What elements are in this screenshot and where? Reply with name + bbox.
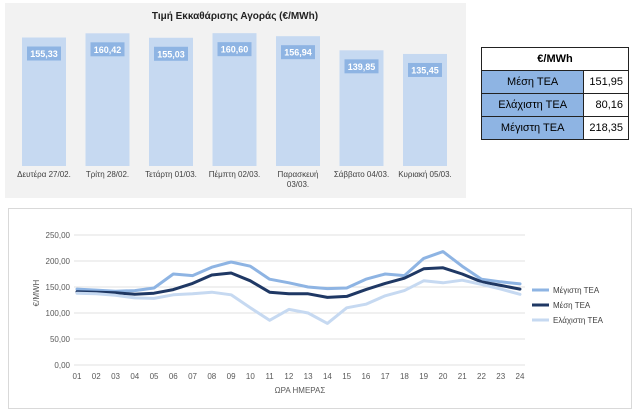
legend-label: Μέση ΤΕΑ [553, 301, 591, 310]
bar-value-label-bg [90, 42, 125, 57]
x-tick-label: 08 [207, 372, 216, 381]
bar-value-label-bg [408, 62, 442, 77]
x-tick-label: 02 [92, 372, 101, 381]
y-tick-label: 250,00 [46, 231, 71, 240]
x-tick-label: 07 [188, 372, 197, 381]
bar-value-label: 155,03 [157, 49, 185, 59]
bar-category-label: Δευτέρα 27/02. [17, 170, 71, 179]
table-row: Μέγιστη ΤΕΑ 218,35 [480, 116, 629, 140]
bar-category-label: Κυριακή 05/03. [398, 170, 452, 179]
x-tick-label: 13 [304, 372, 313, 381]
x-tick-label: 24 [516, 372, 525, 381]
bar-value-label-bg [344, 59, 379, 74]
y-tick-label: 50,00 [50, 335, 71, 344]
bar-value-label: 160,60 [221, 45, 249, 55]
table-header-unit: €/MWh [481, 47, 629, 71]
bar-category-label: Παρασκευή 03/03. [278, 170, 319, 189]
x-tick-label: 16 [361, 372, 370, 381]
table-header-row: €/MWh [481, 47, 629, 71]
bar-value-label: 155,33 [30, 49, 58, 59]
x-tick-label: 23 [496, 372, 505, 381]
series-line [75, 250, 522, 293]
table-row-value: 151,95 [583, 70, 629, 94]
x-tick-label: 14 [323, 372, 332, 381]
series-line [75, 278, 522, 325]
y-axis-label: €/MWH [32, 279, 41, 306]
bar-value-label: 160,42 [94, 45, 122, 55]
x-tick-label: 17 [381, 372, 390, 381]
daily-price-bar-chart: Τιμή Εκκαθάρισης Αγοράς (€/MWh) 155,33 Δε… [5, 3, 466, 198]
table-row: Ελάχιστη ΤΕΑ 80,16 [480, 93, 629, 117]
x-tick-label: 19 [419, 372, 428, 381]
bar-value-label: 139,85 [348, 62, 376, 72]
x-tick-label: 21 [458, 372, 467, 381]
x-tick-label: 06 [169, 372, 178, 381]
x-tick-label: 18 [400, 372, 409, 381]
y-tick-label: 150,00 [46, 283, 71, 292]
x-tick-label: 22 [477, 372, 486, 381]
x-tick-label: 05 [150, 372, 159, 381]
x-tick-label: 01 [73, 372, 82, 381]
bar-category-label: Τρίτη 28/02. [86, 170, 129, 179]
table-row-label: Μέση ΤΕΑ [480, 70, 585, 94]
table-row-value: 218,35 [583, 116, 629, 140]
y-tick-label: 100,00 [46, 309, 71, 318]
x-tick-label: 15 [342, 372, 351, 381]
bar-value-label: 156,94 [284, 48, 312, 58]
x-tick-label: 09 [227, 372, 236, 381]
bar-category-label: Τετάρτη 01/03. [145, 170, 197, 179]
bar-value-label-bg [281, 45, 315, 60]
table-row-label: Μέγιστη ΤΕΑ [480, 116, 585, 140]
table-row-label: Ελάχιστη ΤΕΑ [480, 93, 585, 117]
bar-category-label: Σάββατο 04/03. [334, 170, 389, 179]
hourly-price-line-chart: 0,00 50,00 100,00 150,00 200,00 250,00 01 02 03 0… [8, 208, 632, 409]
y-tick-label: 200,00 [46, 257, 71, 266]
legend-label: Μέγιστη ΤΕΑ [553, 286, 600, 295]
x-tick-label: 12 [284, 372, 293, 381]
bar-category-label: Πέμπτη 02/03. [209, 170, 261, 179]
bar-chart-title: Τιμή Εκκαθάρισης Αγοράς (€/MWh) [152, 11, 318, 22]
bar-value-label-bg [27, 46, 61, 61]
series-line [75, 266, 522, 299]
y-tick-label: 0,00 [54, 361, 70, 370]
legend-label: Ελάχιστη ΤΕΑ [553, 316, 604, 325]
table-row-value: 80,16 [583, 93, 629, 117]
bar-value-label-bg [154, 46, 188, 61]
x-tick-label: 04 [130, 372, 139, 381]
x-tick-label: 11 [265, 372, 274, 381]
line-chart-frame [8, 208, 632, 409]
tea-summary-table: €/MWh Μέση ΤΕΑ 151,95 Ελάχιστη ΤΕΑ 80,16… [480, 47, 629, 140]
x-axis-label: ΩΡΑ ΗΜΕΡΑΣ [275, 386, 326, 395]
x-tick-label: 10 [246, 372, 255, 381]
table-row: Μέση ΤΕΑ 151,95 [480, 70, 629, 94]
x-tick-label: 03 [111, 372, 120, 381]
bar-value-label: 135,45 [411, 65, 439, 75]
bar-value-label-bg [217, 42, 252, 57]
x-tick-label: 20 [439, 372, 448, 381]
